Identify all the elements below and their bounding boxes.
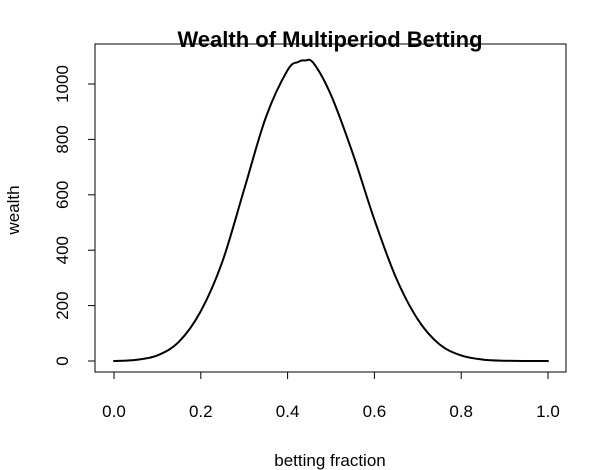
y-tick-label: 200 — [53, 291, 72, 319]
series-layer — [113, 58, 549, 363]
x-tick-label: 1.0 — [536, 402, 560, 421]
y-axis: 0 200 400 600 800 1000 — [53, 65, 96, 366]
chart-title: Wealth of Multiperiod Betting — [177, 27, 482, 52]
x-tick-label: 0.4 — [276, 402, 300, 421]
y-tick-label: 0 — [53, 356, 72, 365]
x-tick-label: 0.6 — [363, 402, 387, 421]
y-tick-label: 1000 — [53, 65, 72, 103]
y-tick-label: 600 — [53, 181, 72, 209]
x-tick-label: 0.2 — [189, 402, 213, 421]
x-tick-label: 0.8 — [449, 402, 473, 421]
x-tick-label: 0.0 — [102, 402, 126, 421]
series-line-wealth — [113, 58, 549, 363]
y-tick-label: 800 — [53, 125, 72, 153]
x-axis: 0.0 0.2 0.4 0.6 0.8 1.0 — [102, 371, 560, 421]
y-axis-label: wealth — [4, 185, 23, 235]
y-tick-label: 400 — [53, 236, 72, 264]
x-axis-label: betting fraction — [274, 451, 386, 470]
